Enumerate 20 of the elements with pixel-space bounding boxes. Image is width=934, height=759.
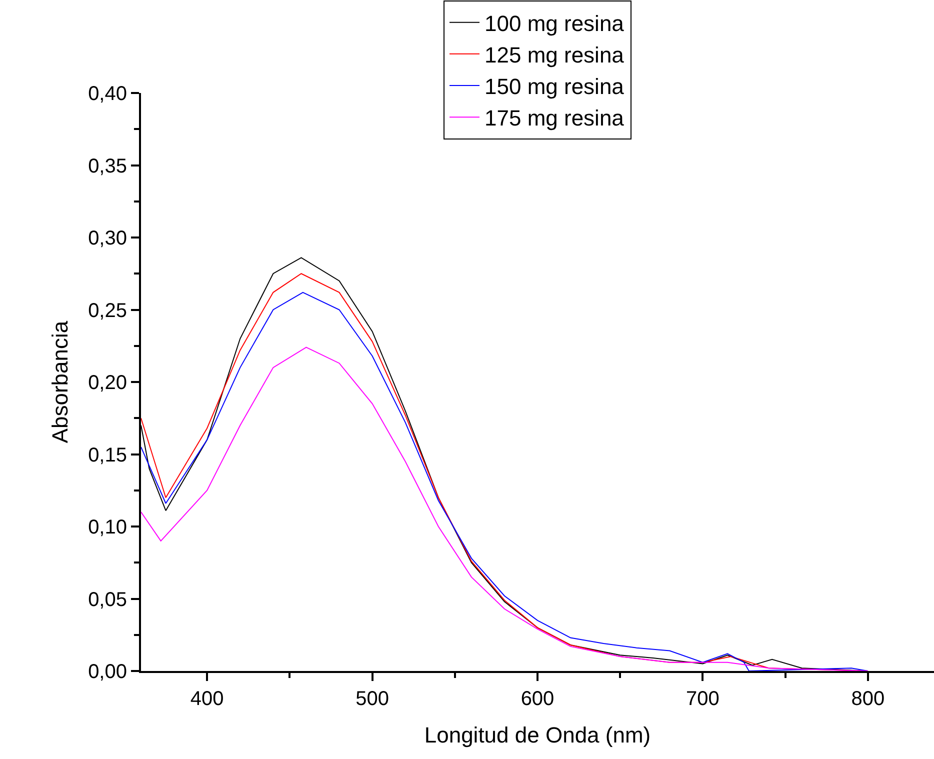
- y-tick-label: 0,35: [88, 155, 127, 178]
- y-tick-label: 0,25: [88, 300, 127, 322]
- x-tick-label: 400: [190, 688, 224, 710]
- legend-label: 175 mg resina: [484, 106, 625, 131]
- y-tick-label: 0,10: [88, 516, 127, 538]
- y-tick-label: 0,00: [88, 661, 127, 683]
- x-tick-label: 500: [356, 688, 389, 710]
- y-tick-label: 0,40: [88, 83, 127, 105]
- legend-label: 100 mg resina: [484, 10, 625, 36]
- x-tick-label: 700: [686, 688, 720, 710]
- y-tick-label: 0,15: [88, 444, 127, 466]
- y-tick-label: 0,30: [88, 228, 127, 250]
- y-tick-label: 0,05: [88, 588, 127, 611]
- legend-label: 125 mg resina: [484, 42, 625, 68]
- y-tick-label: 0,20: [88, 372, 127, 394]
- legend-label: 150 mg resina: [484, 74, 625, 100]
- y-axis-title: Absorbancia: [47, 320, 72, 444]
- x-tick-label: 600: [520, 688, 554, 710]
- x-tick-label: 800: [851, 688, 885, 710]
- x-axis-title: Longitud de Onda (nm): [424, 722, 651, 748]
